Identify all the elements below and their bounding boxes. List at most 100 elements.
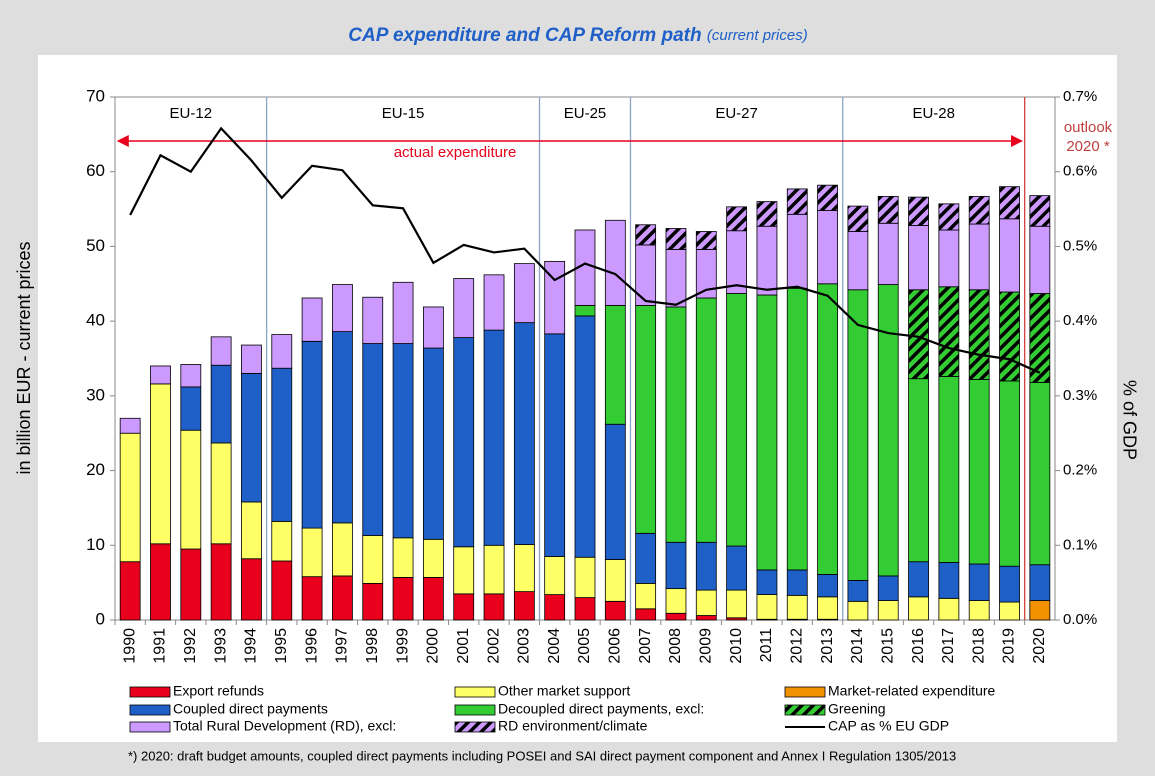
bar-segment	[756, 201, 778, 227]
bar-segment	[908, 561, 929, 598]
y2-tick-label: 0.3%	[1063, 387, 1097, 404]
x-tick-label: 2000	[425, 628, 442, 664]
bar-segment	[1029, 382, 1051, 566]
bar-segment	[695, 589, 717, 616]
legend-label: RD environment/climate	[498, 718, 648, 734]
bar-segment	[695, 231, 717, 250]
x-tick-label: 2014	[849, 628, 866, 664]
bar-segment	[847, 600, 869, 621]
bar-segment	[877, 284, 899, 577]
bar-segment	[847, 231, 869, 291]
bar-segment	[332, 331, 353, 524]
bar-segment	[665, 541, 687, 590]
bar-segment	[968, 600, 990, 621]
bar-segment	[513, 322, 535, 545]
x-tick-label: 2008	[667, 628, 684, 664]
bar-segment	[210, 364, 232, 444]
bar-segment	[210, 442, 232, 545]
bar-segment	[665, 306, 687, 543]
x-tick-label: 2020	[1031, 628, 1048, 664]
bar-segment	[756, 594, 778, 620]
bar-segment	[817, 184, 838, 211]
bar-segment	[999, 186, 1020, 220]
bar-segment	[483, 593, 505, 621]
bar-segment	[210, 543, 232, 621]
bar-segment	[422, 538, 444, 578]
bar-segment	[271, 560, 293, 621]
bar-segment	[604, 219, 626, 306]
bar-segment	[968, 289, 990, 380]
legend-swatch	[129, 721, 171, 733]
bar-segment	[544, 260, 566, 335]
bar-segment	[241, 501, 262, 560]
bar-segment	[817, 596, 838, 620]
x-tick-label: 2007	[637, 628, 654, 664]
bar-segment	[544, 333, 566, 557]
x-tick-label: 1994	[243, 628, 260, 664]
bar-segment	[453, 337, 475, 548]
bar-segment	[726, 545, 748, 591]
y-tick-label: 20	[86, 460, 105, 479]
legend-swatch	[129, 686, 171, 698]
bar-segment	[635, 244, 657, 306]
legend-label: Coupled direct payments	[173, 701, 328, 717]
bar-segment	[483, 544, 505, 595]
bar-segment	[665, 228, 687, 250]
x-tick-label: 1999	[394, 628, 411, 664]
y-tick-label: 70	[86, 86, 105, 105]
bar-segment	[574, 315, 596, 558]
bar-segment	[271, 367, 293, 522]
y2-tick-label: 0.6%	[1063, 163, 1097, 180]
bar-segment	[786, 213, 808, 289]
bar-segment	[422, 347, 444, 540]
bar-segment	[119, 417, 141, 434]
bar-segment	[301, 340, 323, 529]
bar-segment	[695, 297, 717, 543]
bar-segment	[756, 225, 778, 296]
x-tick-label: 2005	[576, 628, 593, 664]
bar-segment	[392, 281, 414, 344]
bar-segment	[362, 296, 384, 344]
bar-segment	[877, 195, 899, 224]
bar-segment	[908, 196, 929, 226]
y2-tick-label: 0.4%	[1063, 312, 1097, 329]
x-tick-label: 2012	[788, 628, 805, 664]
bar-segment	[453, 546, 475, 595]
bar-segment	[635, 608, 657, 621]
era-label: EU-25	[564, 105, 607, 122]
x-tick-label: 1991	[152, 628, 169, 664]
era-label: EU-27	[715, 105, 758, 122]
bar-segment	[392, 577, 414, 621]
line-series	[129, 126, 1041, 374]
bar-segment	[150, 383, 171, 545]
bar-segment	[847, 289, 869, 581]
bar-segment	[513, 544, 535, 593]
bar-segment	[968, 379, 990, 565]
bar-segment	[847, 205, 869, 232]
x-tick-label: 2003	[516, 628, 533, 664]
bar-segment	[150, 543, 171, 621]
bar-segment	[999, 291, 1020, 382]
bar-segment	[332, 575, 353, 621]
bar-segment	[756, 569, 778, 595]
bar-segment	[513, 591, 535, 621]
bar-segment	[422, 306, 444, 349]
bar-segment	[483, 274, 505, 331]
bar-segment	[817, 283, 838, 575]
y2-tick-label: 0.1%	[1063, 536, 1097, 553]
bar-segment	[332, 522, 353, 577]
outlook-label: 2020 *	[1066, 138, 1110, 155]
bar-segment	[908, 289, 929, 380]
legend-swatch	[454, 721, 496, 733]
legend-swatch	[784, 686, 826, 698]
legend-label: Total Rural Development (RD), excl:	[173, 718, 396, 734]
x-tick-label: 1990	[121, 628, 138, 664]
bar-segment	[999, 380, 1020, 567]
bar-segment	[635, 305, 657, 534]
x-tick-label: 1996	[303, 628, 320, 664]
legend-swatch	[454, 686, 496, 698]
x-tick-label: 1995	[273, 628, 290, 664]
era-label: EU-12	[170, 105, 213, 122]
x-tick-label: 2017	[940, 628, 957, 664]
